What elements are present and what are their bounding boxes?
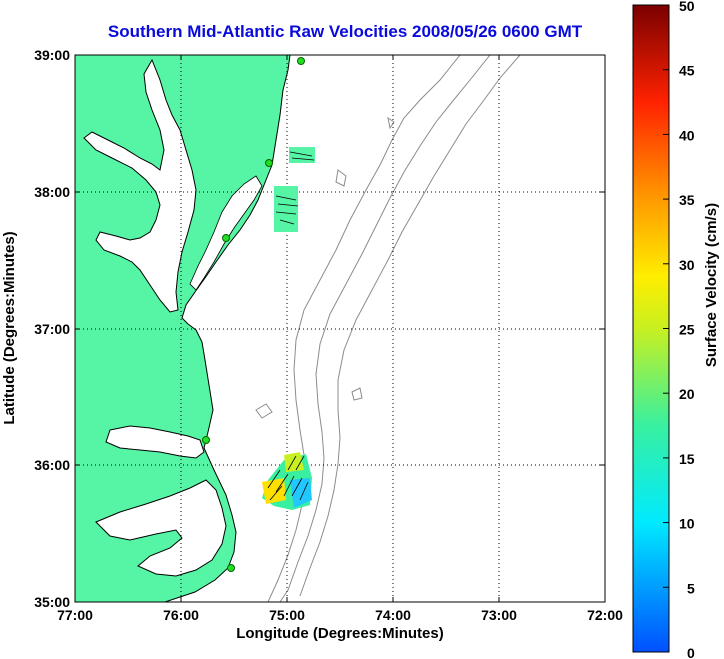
y-tick-label: 39:00 xyxy=(34,47,70,63)
colorbar-tick-label: 35 xyxy=(679,192,695,208)
colorbar xyxy=(632,4,670,653)
x-tick-marks xyxy=(180,55,500,602)
colorbar-label: Surface Velocity (cm/s) xyxy=(703,203,720,367)
colorbar-tick-label: 30 xyxy=(679,257,695,273)
y-tick-label: 38:00 xyxy=(34,184,70,200)
albemarle-sound xyxy=(105,425,205,459)
pamlico-sound xyxy=(95,479,227,577)
map-title: Southern Mid-Atlantic Raw Velocities 200… xyxy=(107,22,583,41)
colorbar-tick-label: 40 xyxy=(679,127,695,143)
y-tick-label: 36:00 xyxy=(34,457,70,473)
colorbar-tick-label: 45 xyxy=(679,63,695,79)
eastern-shore-water xyxy=(189,175,263,291)
y-tick-label: 35:00 xyxy=(34,594,70,610)
colorbar-tick-label: 20 xyxy=(679,386,695,402)
colorbar-tick-label: 15 xyxy=(679,451,695,467)
colorbar-tick-label: 25 xyxy=(679,322,695,338)
x-tick-label: 76:00 xyxy=(163,607,199,623)
grid-lines xyxy=(75,55,605,602)
x-tick-label: 77:00 xyxy=(57,607,93,623)
x-tick-label: 73:00 xyxy=(481,607,517,623)
x-tick-label: 75:00 xyxy=(269,607,305,623)
colorbar-tick-label: 0 xyxy=(687,645,695,659)
colorbar-tick-label: 5 xyxy=(687,580,695,596)
y-tick-marks xyxy=(75,191,605,466)
colorbar-tick-label: 50 xyxy=(679,0,695,14)
chesapeake-bay xyxy=(83,58,197,313)
isobaths xyxy=(255,55,521,602)
y-tick-label: 37:00 xyxy=(34,321,70,337)
radar-stations xyxy=(202,57,305,572)
colorbar-tick-label: 10 xyxy=(679,516,695,532)
x-tick-label: 74:00 xyxy=(375,607,411,623)
velocity-patch-south xyxy=(262,452,312,510)
x-axis-label: Longitude (Degrees:Minutes) xyxy=(236,625,444,642)
y-axis-label: Latitude (Degrees:Minutes) xyxy=(1,231,18,424)
velocity-patch-north xyxy=(274,147,315,232)
x-tick-label: 72:00 xyxy=(587,607,623,623)
